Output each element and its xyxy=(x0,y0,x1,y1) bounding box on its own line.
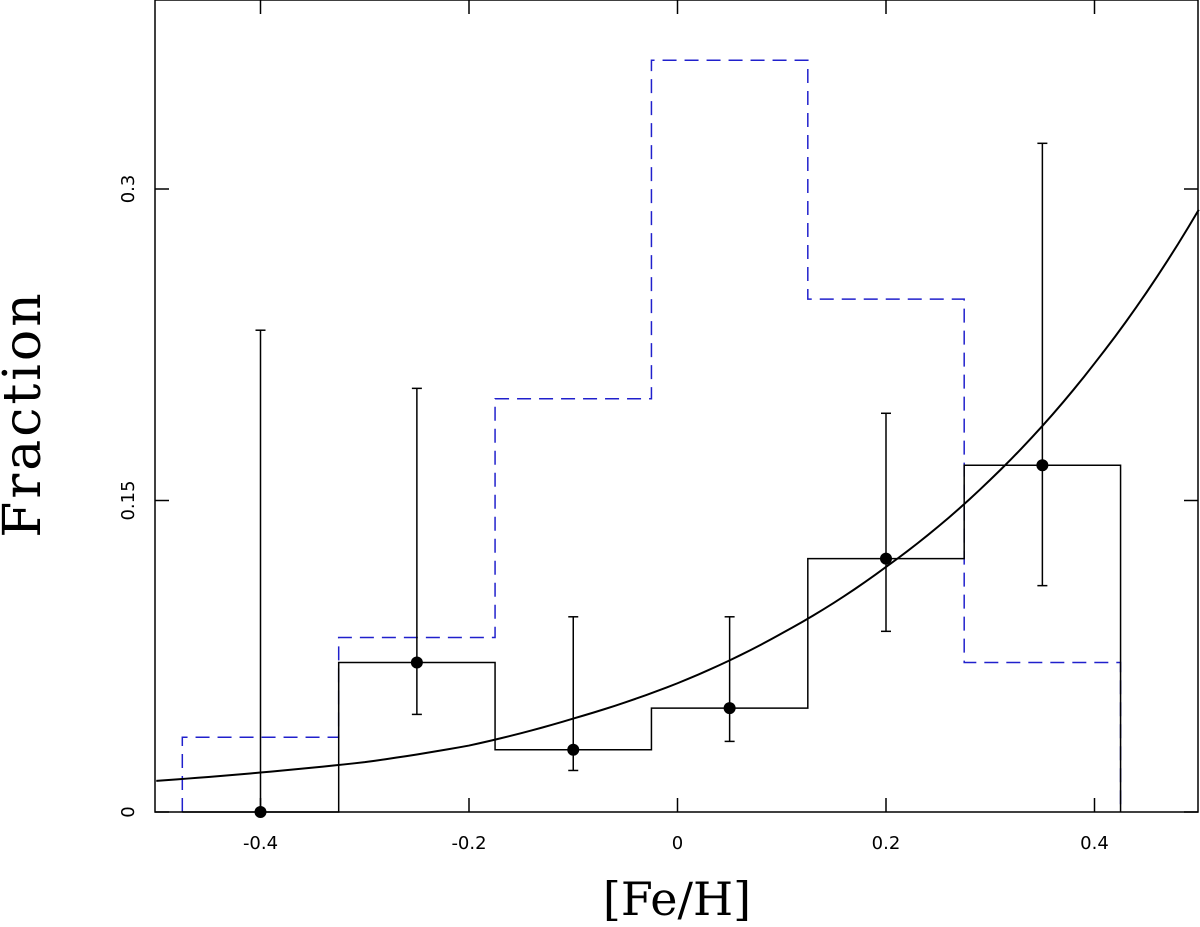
y-tick-label: 0.15 xyxy=(118,480,139,520)
data-point xyxy=(880,552,892,565)
y-tick-label: 0 xyxy=(118,806,139,817)
data-point xyxy=(723,702,736,715)
y-axis-title: Fraction xyxy=(0,290,53,537)
black-histogram-step xyxy=(182,464,1122,813)
x-tick-label: -0.4 xyxy=(243,833,278,854)
data-point xyxy=(410,656,423,669)
x-tick-label: 0.4 xyxy=(1080,833,1109,854)
data-point xyxy=(1036,459,1049,472)
data-point xyxy=(567,743,580,756)
x-tick-label: 0.2 xyxy=(872,833,901,854)
x-axis-title: [Fe/H] xyxy=(603,872,751,926)
black-histogram xyxy=(182,464,1122,813)
ticks-layer: -0.4 -0.2 0 0.2 0.4 0 0.15 0.3 xyxy=(118,0,1198,854)
x-tick-label: 0 xyxy=(672,833,683,854)
plot-frame xyxy=(154,0,1199,813)
x-tick-label: -0.2 xyxy=(451,833,486,854)
fit-curve-layer xyxy=(156,209,1200,782)
y-tick-label: 0.3 xyxy=(118,175,139,204)
blue-dashed-histogram xyxy=(181,59,1122,812)
fit-curve xyxy=(156,209,1200,782)
blue-histogram-step xyxy=(181,59,1122,812)
data-points-layer xyxy=(254,459,1049,818)
